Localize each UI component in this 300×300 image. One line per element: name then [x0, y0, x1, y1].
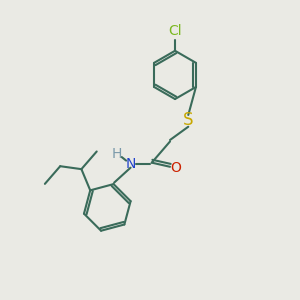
Text: S: S: [183, 111, 194, 129]
Text: H: H: [111, 147, 122, 161]
Text: O: O: [170, 161, 181, 175]
Text: N: N: [125, 157, 136, 170]
Text: Cl: Cl: [168, 23, 182, 38]
